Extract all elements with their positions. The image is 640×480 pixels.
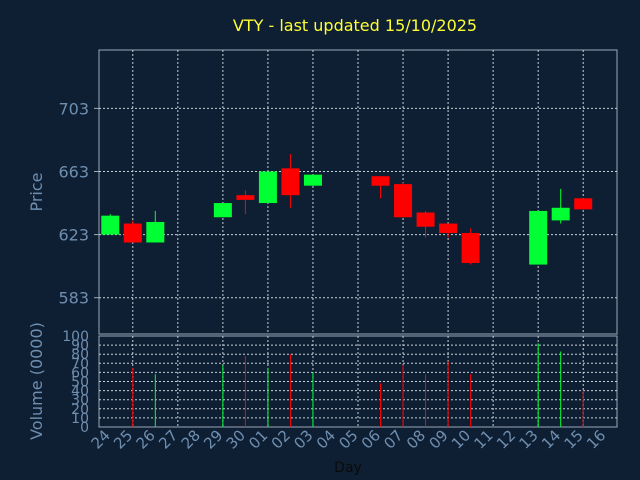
volume-tick-label: 0 (80, 420, 89, 436)
candle-body-09 (439, 223, 458, 234)
candle-body-25 (123, 223, 142, 243)
volume-tick-label: 90 (71, 338, 89, 354)
candle-body-03 (303, 174, 322, 186)
candle-body-13 (529, 210, 548, 265)
volume-tick-label: 50 (71, 375, 89, 391)
volume-tick-label: 70 (71, 356, 89, 372)
candle-body-07 (394, 184, 413, 218)
price-tick-label: 623 (58, 226, 89, 245)
volume-tick-label: 20 (71, 402, 89, 418)
candle-body-10 (461, 233, 480, 263)
volume-tick-label: 40 (71, 384, 89, 400)
candle-body-15 (574, 198, 593, 210)
x-axis-label: Day (334, 460, 362, 476)
price-tick-label: 583 (58, 289, 89, 308)
volume-tick-label: 100 (62, 329, 89, 345)
volume-tick-label: 30 (71, 393, 89, 409)
price-tick-label: 703 (58, 99, 89, 118)
candle-body-06 (371, 176, 390, 186)
volume-tick-label: 60 (71, 365, 89, 381)
candle-body-29 (213, 203, 232, 218)
candle-body-01 (258, 171, 277, 204)
volume-panel: 0102030405060708090100242526272829300102… (62, 329, 618, 453)
candle-body-24 (101, 215, 120, 235)
price-tick-label: 663 (58, 162, 89, 181)
candle-body-08 (416, 212, 435, 227)
volume-axis-label: Volume (0000) (27, 322, 46, 440)
volume-tick-label: 80 (71, 347, 89, 363)
candle-body-30 (236, 195, 255, 200)
price-axis-label: Price (27, 172, 46, 211)
price-panel: 583 623 663 703 (58, 49, 618, 335)
chart-title: VTY - last updated 15/10/2025 (233, 16, 477, 35)
candle-body-02 (281, 168, 300, 196)
candle-body-26 (146, 221, 165, 243)
volume-tick-label: 10 (71, 411, 89, 427)
candle-body-14 (551, 207, 570, 221)
x-tick-label: 16 (583, 426, 609, 452)
